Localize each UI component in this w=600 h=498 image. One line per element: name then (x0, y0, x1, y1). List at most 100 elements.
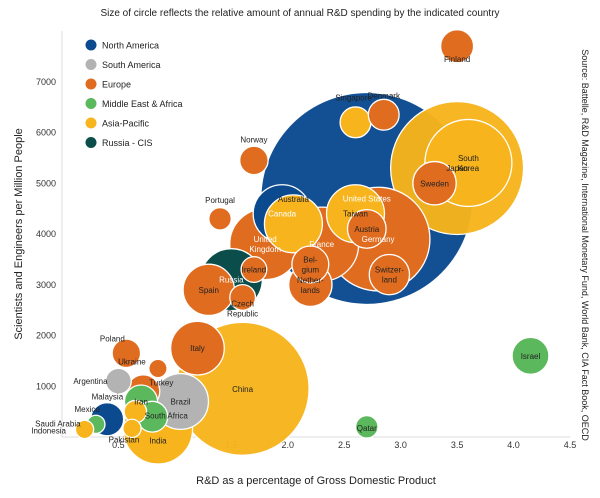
legend-label-russia-cis: Russia - CIS (102, 138, 153, 148)
bubble-label-singapore: Singapore (335, 93, 372, 102)
y-tick-label: 1000 (36, 381, 56, 391)
bubble-label-finland: Finland (444, 55, 470, 64)
bubble-label-qatar: Qatar (357, 424, 377, 433)
bubble-poland (111, 338, 142, 369)
legend: North America South America Europe Middle E… (85, 39, 183, 148)
bubble-label-ireland: Ireland (242, 266, 266, 275)
bubble-label-netherlands: Nether- (297, 276, 324, 285)
bubble-australia (263, 194, 324, 254)
source-note: Source: Battelle, R&D Magazine, Internat… (580, 49, 590, 441)
x-tick-label: 0.5 (112, 440, 125, 450)
bubble-label-belgium: gium (302, 265, 320, 274)
bubble-denmark (367, 98, 400, 131)
bubble-label-france: France (309, 240, 334, 249)
bubble-label-taiwan: Taiwan (343, 210, 368, 219)
bubble-label-norway: Norway (240, 135, 267, 144)
bubble-switzerland (368, 253, 411, 296)
bubble-israel (511, 336, 550, 375)
bubble-ireland (240, 256, 268, 284)
bubble-label-australia: Australia (278, 195, 310, 204)
legend-label-north-america: North America (102, 41, 159, 51)
bubble-austria (346, 208, 387, 249)
bubble-label-sweden: Sweden (420, 179, 449, 188)
y-tick-label: 6000 (36, 128, 56, 138)
bubble-label-czech-republic: Czech (231, 299, 254, 308)
bubble-label-czech-republic: Republic (227, 309, 258, 318)
bubble-label-austria: Austria (354, 225, 379, 234)
bubble-label-argentina: Argentina (73, 377, 108, 386)
bubble-pakistan (122, 418, 142, 439)
y-tick-label: 5000 (36, 178, 56, 188)
bubble-label-switzerland: land (382, 276, 397, 285)
bubble-label-belgium: Bel- (303, 255, 318, 264)
legend-marker-middle-east-africa (85, 98, 97, 109)
bubble-label-denmark: Denmark (368, 92, 401, 101)
bubble-sweden (412, 160, 457, 206)
bubble-czech-republic (229, 283, 257, 311)
x-tick-label: 3.5 (451, 440, 464, 450)
bubble-label-brazil: Brazil (171, 397, 191, 406)
bubble-label-saudi-arabia: Saudi Arabia (35, 419, 81, 428)
bubble-finland (439, 29, 475, 64)
y-tick-label: 2000 (36, 331, 56, 341)
bubble-label-switzerland: Switzer- (375, 266, 404, 275)
x-tick-label: 4.5 (564, 440, 577, 450)
y-tick-label: 7000 (36, 77, 56, 87)
bubble-italy (170, 320, 225, 376)
bubble-argentina (104, 367, 132, 395)
legend-label-middle-east-africa: Middle East & Africa (102, 99, 183, 109)
bubble-label-canada: Canada (268, 210, 297, 219)
bubble-label-poland: Poland (100, 334, 125, 343)
bubble-label-mexico: Mexico (74, 405, 100, 414)
bubble-qatar (354, 414, 379, 439)
bubble-norway (239, 145, 269, 176)
y-tick-label: 4000 (36, 229, 56, 239)
bubble-label-spain: Spain (199, 286, 219, 295)
legend-label-europe: Europe (102, 80, 131, 90)
bubble-label-united-kingdom: Kingdom (249, 245, 281, 254)
bubble-label-india: India (149, 436, 167, 445)
bubble-label-pakistan: Pakistan (109, 435, 140, 444)
bubble-series (74, 29, 550, 465)
bubble-label-turkey: Turkey (149, 378, 173, 387)
bubble-label-portugal: Portugal (205, 196, 235, 205)
x-tick-label: 2.5 (338, 440, 351, 450)
bubble-label-malaysia: Malaysia (92, 393, 124, 402)
x-tick-label: 3.0 (394, 440, 407, 450)
bubble-labels: United States China Japan Germany SouthKorea… (31, 55, 540, 445)
bubble-label-south-korea: South (458, 154, 479, 163)
legend-marker-russia-cis (85, 137, 97, 148)
x-tick-label: 2.0 (282, 440, 295, 450)
bubble-singapore (339, 106, 372, 139)
legend-marker-south-america (85, 59, 97, 70)
y-axis-title: Scientists and Engineers per Million Peo… (13, 128, 25, 340)
bubble-label-indonesia: Indonesia (31, 426, 66, 435)
bubble-label-south-africa: South Africa (145, 412, 189, 421)
bubble-label-china: China (232, 385, 253, 394)
legend-marker-asia-pacific (85, 117, 97, 129)
bubble-label-germany: Germany (362, 235, 395, 244)
y-tick-label: 3000 (36, 280, 56, 290)
bubble-label-south-korea: Korea (458, 164, 480, 173)
legend-marker-europe (85, 78, 97, 90)
x-tick-label: 4.0 (507, 440, 520, 450)
bubble-ukraine (148, 358, 168, 379)
bubble-indonesia (74, 419, 95, 440)
bubble-label-russia: Russia (219, 276, 244, 285)
bubble-label-united-kingdom: United (254, 235, 277, 244)
bubble-label-italy: Italy (190, 344, 205, 353)
x-axis-title: R&D as a percentage of Gross Domestic Pr… (196, 475, 436, 487)
bubble-label-netherlands: lands (301, 286, 320, 295)
legend-label-asia-pacific: Asia-Pacific (102, 119, 150, 129)
bubble-label-japan: Japan (446, 164, 468, 173)
bubble-belgium (291, 245, 330, 284)
bubble-label-ukraine: Ukraine (118, 357, 146, 366)
bubble-label-iran: Iran (134, 397, 148, 406)
chart-title: Size of circle reflects the relative amo… (100, 8, 499, 19)
legend-label-south-america: South America (102, 60, 161, 70)
bubble-label-israel: Israel (521, 352, 541, 361)
legend-marker-north-america (85, 39, 97, 51)
bubble-portugal (208, 206, 232, 231)
bubble-label-united-states: United States (343, 194, 391, 203)
